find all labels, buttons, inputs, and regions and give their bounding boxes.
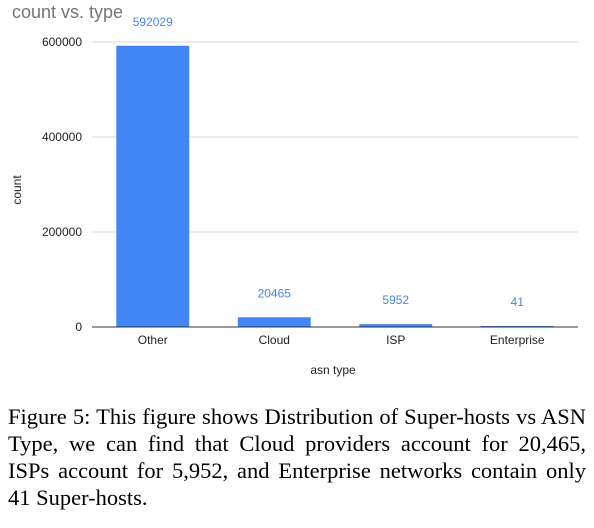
figure-caption: Figure 5: This figure shows Distribution… [8, 403, 586, 511]
y-tick-label: 400000 [42, 130, 82, 144]
x-axis-ticks: Other Cloud ISP Enterprise [138, 333, 545, 347]
y-tick-label: 0 [75, 320, 82, 334]
data-labels: 592029 20465 5952 41 [133, 15, 525, 309]
chart-title: count vs. type [12, 2, 123, 22]
bars [116, 45, 554, 327]
bar [359, 324, 433, 327]
bar-chart: count vs. type 0 200000 400000 600000 59202… [10, 2, 578, 377]
bar [237, 317, 311, 327]
data-label: 592029 [133, 15, 173, 29]
x-tick-label: Other [138, 333, 168, 347]
x-axis-title: asn type [310, 363, 356, 377]
data-label: 41 [511, 295, 525, 309]
bar [116, 45, 190, 327]
caption-text: This figure shows Distribution of Super-… [8, 404, 587, 510]
x-tick-label: Cloud [259, 333, 290, 347]
y-axis-title: count [10, 175, 24, 205]
y-tick-label: 600000 [42, 35, 82, 49]
y-tick-label: 200000 [42, 225, 82, 239]
x-tick-label: ISP [386, 333, 405, 347]
x-tick-label: Enterprise [490, 333, 545, 347]
data-label: 5952 [382, 293, 409, 307]
data-label: 20465 [258, 286, 292, 300]
y-axis-ticks: 0 200000 400000 600000 [42, 35, 82, 334]
caption-prefix: Figure 5: [8, 404, 91, 429]
